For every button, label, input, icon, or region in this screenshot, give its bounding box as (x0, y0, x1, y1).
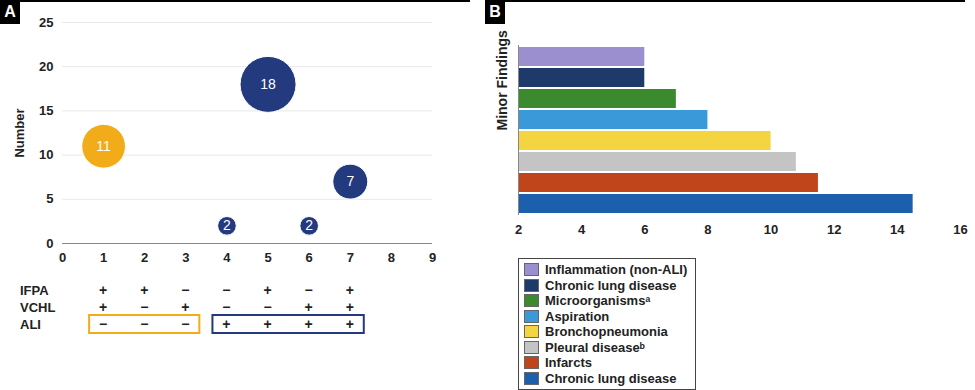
svg-text:−: − (222, 299, 230, 315)
svg-text:VCHL: VCHL (20, 300, 55, 315)
svg-text:0: 0 (46, 236, 53, 251)
svg-text:8: 8 (704, 222, 711, 237)
html-text:B: B (489, 3, 501, 20)
svg-text:15: 15 (39, 103, 53, 118)
svg-text:+: + (140, 282, 148, 298)
svg-text:9: 9 (429, 250, 436, 265)
html-text:Inflammation (non-ALI): Inflammation (non-ALI) (545, 262, 688, 278)
svg-text:8: 8 (388, 250, 395, 265)
svg-text:7: 7 (347, 250, 354, 265)
html-text:Bronchopneumonia: Bronchopneumonia (545, 324, 668, 340)
html-text:Chronic lung disease: Chronic lung disease (545, 277, 677, 293)
html-text:Pleural diseaseᵇ: Pleural diseaseᵇ (545, 339, 645, 355)
svg-text:ALI: ALI (20, 317, 41, 332)
html-text:A: A (4, 3, 16, 20)
svg-text:+: + (181, 299, 189, 315)
svg-text:+: + (305, 299, 313, 315)
svg-text:−: − (222, 282, 230, 298)
svg-text:18: 18 (260, 76, 276, 92)
svg-text:2: 2 (223, 217, 231, 233)
html-text:Microorganismsᵃ: Microorganismsᵃ (545, 293, 651, 309)
svg-text:−: − (263, 299, 271, 315)
svg-text:1: 1 (100, 250, 107, 265)
html-text:Infarcts: Infarcts (545, 355, 592, 371)
svg-text:4: 4 (223, 250, 231, 265)
svg-text:−: − (140, 299, 148, 315)
svg-text:16: 16 (953, 222, 967, 237)
svg-text:+: + (263, 282, 271, 298)
svg-text:12: 12 (827, 222, 841, 237)
svg-text:7: 7 (346, 173, 354, 189)
svg-text:Minor Findings: Minor Findings (494, 30, 510, 131)
svg-text:+: + (222, 316, 230, 332)
svg-text:2: 2 (515, 222, 522, 237)
svg-text:4: 4 (578, 222, 586, 237)
svg-text:6: 6 (306, 250, 313, 265)
svg-text:+: + (346, 299, 354, 315)
svg-text:10: 10 (39, 147, 53, 162)
svg-text:2: 2 (305, 217, 313, 233)
svg-text:+: + (305, 316, 313, 332)
svg-text:3: 3 (182, 250, 189, 265)
svg-text:+: + (263, 316, 271, 332)
svg-text:5: 5 (46, 191, 53, 206)
svg-text:+: + (346, 282, 354, 298)
html-text:Chronic lung disease: Chronic lung disease (545, 370, 677, 386)
svg-text:−: − (305, 282, 313, 298)
svg-text:5: 5 (264, 250, 271, 265)
svg-text:−: − (181, 316, 189, 332)
svg-text:−: − (140, 316, 148, 332)
svg-text:Number: Number (12, 108, 27, 157)
svg-text:11: 11 (96, 138, 111, 154)
svg-text:+: + (346, 316, 354, 332)
svg-text:25: 25 (39, 15, 53, 30)
svg-text:0: 0 (59, 250, 66, 265)
svg-text:20: 20 (39, 59, 53, 74)
svg-text:6: 6 (641, 222, 648, 237)
svg-text:−: − (181, 282, 189, 298)
svg-text:−: − (99, 316, 107, 332)
svg-text:IFPA: IFPA (20, 283, 49, 298)
svg-text:+: + (99, 282, 107, 298)
html-text:Aspiration: Aspiration (545, 308, 610, 324)
svg-text:10: 10 (764, 222, 778, 237)
svg-text:14: 14 (890, 222, 905, 237)
svg-text:+: + (99, 299, 107, 315)
svg-text:2: 2 (141, 250, 148, 265)
